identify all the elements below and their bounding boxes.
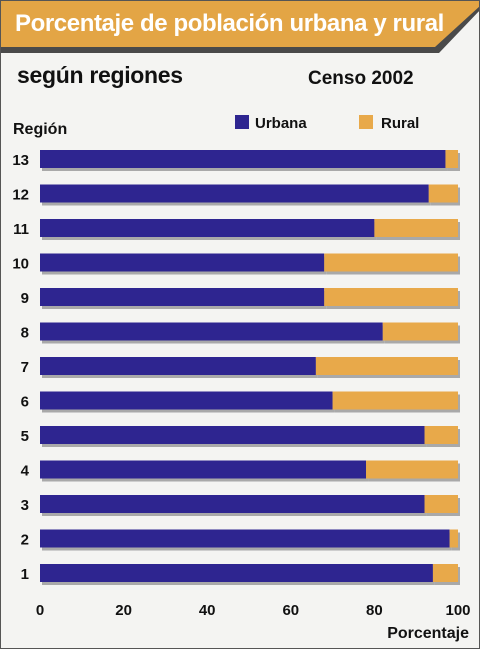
y-tick-label: 9 bbox=[21, 290, 29, 307]
bar-rural-region-6 bbox=[332, 391, 458, 410]
y-tick-label: 6 bbox=[21, 394, 29, 411]
x-tick-label: 80 bbox=[366, 602, 383, 619]
bar-rural-region-1 bbox=[432, 564, 458, 582]
x-tick-label: 40 bbox=[199, 602, 216, 619]
x-tick-label: 20 bbox=[115, 602, 132, 619]
y-tick-label: 7 bbox=[21, 359, 29, 376]
bar-urbana-region-8 bbox=[40, 322, 383, 341]
chart-title: Porcentaje de población urbana y rural bbox=[15, 10, 444, 37]
legend: Urbana Rural bbox=[235, 115, 419, 132]
y-tick-label: 3 bbox=[21, 497, 29, 514]
y-tick-label: 10 bbox=[12, 256, 29, 273]
legend-label-rural: Rural bbox=[381, 115, 419, 132]
bar-rural-region-5 bbox=[424, 426, 458, 444]
bar-urbana-region-9 bbox=[40, 288, 325, 306]
bar-rural-region-13 bbox=[445, 150, 458, 168]
bar-rural-region-8 bbox=[382, 322, 458, 341]
legend-swatch-urbana bbox=[235, 115, 249, 129]
legend-swatch-rural bbox=[359, 115, 373, 129]
bar-rural-region-9 bbox=[324, 288, 458, 306]
y-tick-label: 1 bbox=[21, 566, 29, 583]
y-tick-label: 2 bbox=[21, 532, 29, 549]
x-axis-label: Porcentaje bbox=[387, 625, 469, 642]
y-axis-label: Región bbox=[13, 121, 67, 138]
bar-urbana-region-7 bbox=[40, 357, 316, 375]
y-tick-label: 13 bbox=[12, 152, 29, 169]
bar-urbana-region-6 bbox=[40, 391, 333, 410]
bar-urbana-region-2 bbox=[40, 529, 450, 548]
x-tick-label: 0 bbox=[36, 602, 44, 619]
bar-urbana-region-3 bbox=[40, 495, 425, 513]
bar-rural-region-7 bbox=[315, 357, 458, 375]
y-tick-label: 12 bbox=[12, 187, 29, 204]
title-band: Porcentaje de población urbana y rural bbox=[1, 1, 479, 53]
bar-rural-region-4 bbox=[366, 460, 458, 479]
x-tick-label: 100 bbox=[445, 602, 470, 619]
bars-group bbox=[40, 150, 460, 585]
bar-rural-region-2 bbox=[449, 529, 458, 548]
bar-rural-region-10 bbox=[324, 253, 458, 272]
chart-subtitle: según regiones bbox=[17, 62, 183, 88]
bar-rural-region-11 bbox=[374, 219, 458, 237]
title-band-shape bbox=[1, 1, 479, 53]
y-tick-label: 5 bbox=[21, 428, 29, 445]
census-label: Censo 2002 bbox=[308, 68, 414, 89]
x-tick-label: 60 bbox=[282, 602, 299, 619]
bar-urbana-region-13 bbox=[40, 150, 446, 168]
legend-label-urbana: Urbana bbox=[255, 115, 307, 132]
bar-rural-region-12 bbox=[428, 184, 458, 203]
bar-urbana-region-1 bbox=[40, 564, 433, 582]
bar-urbana-region-12 bbox=[40, 184, 429, 203]
y-tick-label: 11 bbox=[13, 221, 29, 238]
bar-rural-region-3 bbox=[424, 495, 458, 513]
bar-urbana-region-5 bbox=[40, 426, 425, 444]
y-tick-label: 4 bbox=[21, 463, 30, 480]
bar-urbana-region-10 bbox=[40, 253, 325, 272]
bar-urbana-region-11 bbox=[40, 219, 375, 237]
x-tick-labels: 0 20 40 60 80 100 bbox=[36, 602, 471, 619]
bar-urbana-region-4 bbox=[40, 460, 367, 479]
y-tick-label: 8 bbox=[21, 325, 29, 342]
